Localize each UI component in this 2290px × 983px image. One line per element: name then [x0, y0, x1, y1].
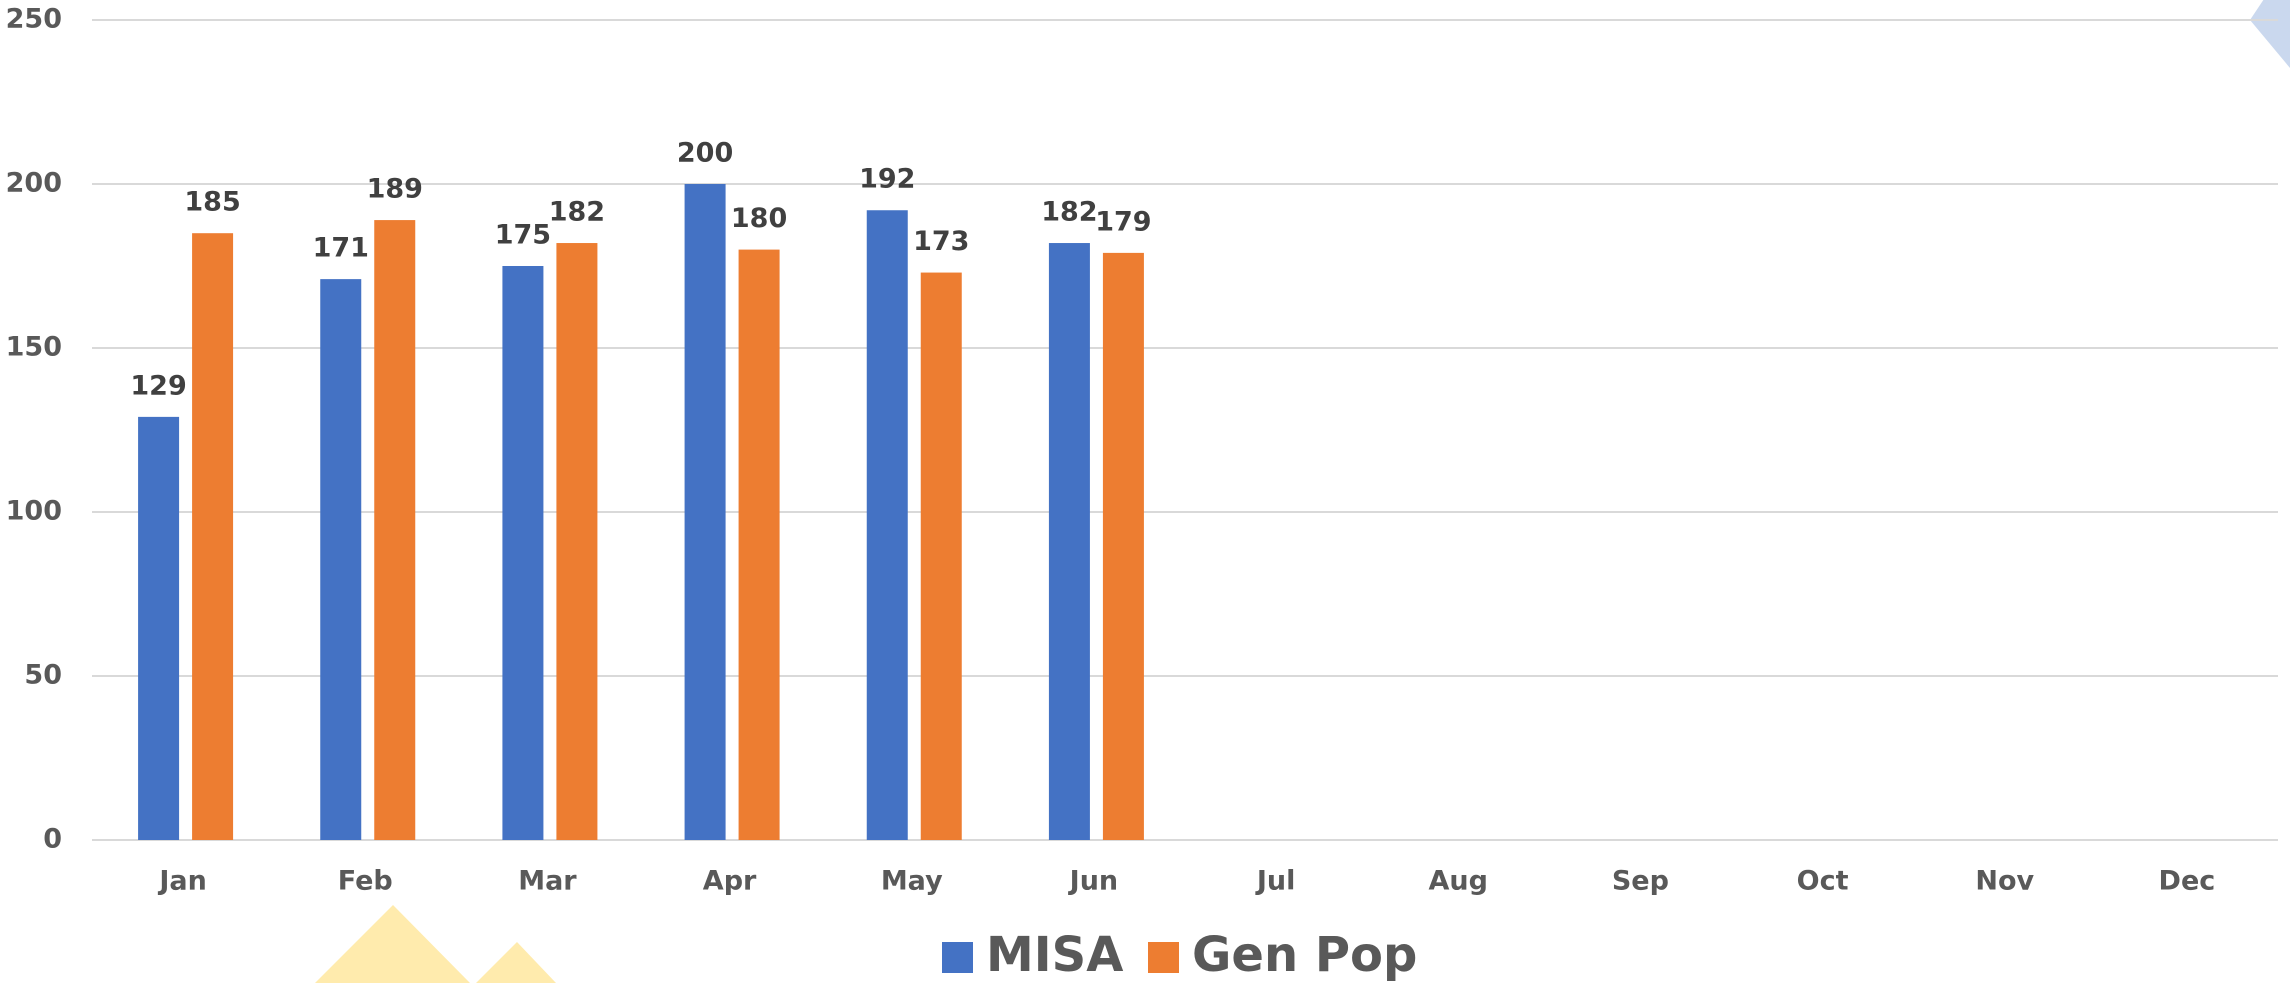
value-label: 173 [913, 226, 969, 257]
x-tick-label: Dec [2159, 866, 2216, 897]
bar [192, 233, 233, 840]
value-label: 175 [495, 220, 551, 251]
x-tick-label: Oct [1797, 866, 1849, 897]
value-label: 182 [549, 197, 605, 228]
y-tick-label: 150 [6, 332, 62, 363]
value-label: 180 [731, 203, 787, 234]
bar [138, 417, 179, 840]
value-label: 200 [677, 138, 733, 169]
decor-triangle [315, 905, 470, 983]
value-label: 179 [1095, 206, 1151, 237]
x-tick-label: Mar [518, 866, 577, 897]
x-tick-label: Aug [1429, 866, 1488, 897]
y-tick-label: 100 [6, 496, 62, 527]
legend-label: Gen Pop [1192, 927, 1417, 983]
y-tick-label: 200 [6, 168, 62, 199]
bar [685, 184, 726, 840]
legend-swatch [1148, 942, 1179, 973]
y-tick-label: 250 [6, 4, 62, 35]
value-label: 129 [130, 370, 186, 401]
y-tick-label: 50 [24, 660, 62, 691]
value-label: 182 [1041, 197, 1097, 228]
chart: 050100150200250Jan129185Feb171189Mar1751… [0, 0, 2290, 983]
x-tick-label: Jan [157, 866, 207, 897]
bar [374, 220, 415, 840]
x-tick-label: Feb [338, 866, 393, 897]
decor-diamond [2250, 0, 2290, 68]
bar [320, 279, 361, 840]
value-label: 192 [859, 164, 915, 195]
legend-label: MISA [986, 927, 1123, 983]
value-label: 189 [367, 174, 423, 205]
decor-triangle [476, 942, 556, 983]
bar [1049, 243, 1090, 840]
x-tick-label: Apr [703, 866, 757, 897]
bar [1103, 253, 1144, 840]
bar [867, 210, 908, 840]
value-label: 171 [313, 233, 369, 264]
x-tick-label: Jun [1068, 866, 1119, 897]
value-label: 185 [184, 187, 240, 218]
y-tick-label: 0 [43, 824, 62, 855]
x-tick-label: Jul [1255, 866, 1296, 897]
x-tick-label: Nov [1975, 866, 2034, 897]
x-tick-label: May [881, 866, 943, 897]
bar [556, 243, 597, 840]
bar [921, 273, 962, 840]
legend-swatch [942, 942, 973, 973]
bar [502, 266, 543, 840]
bar [739, 250, 780, 840]
x-tick-label: Sep [1612, 866, 1669, 897]
